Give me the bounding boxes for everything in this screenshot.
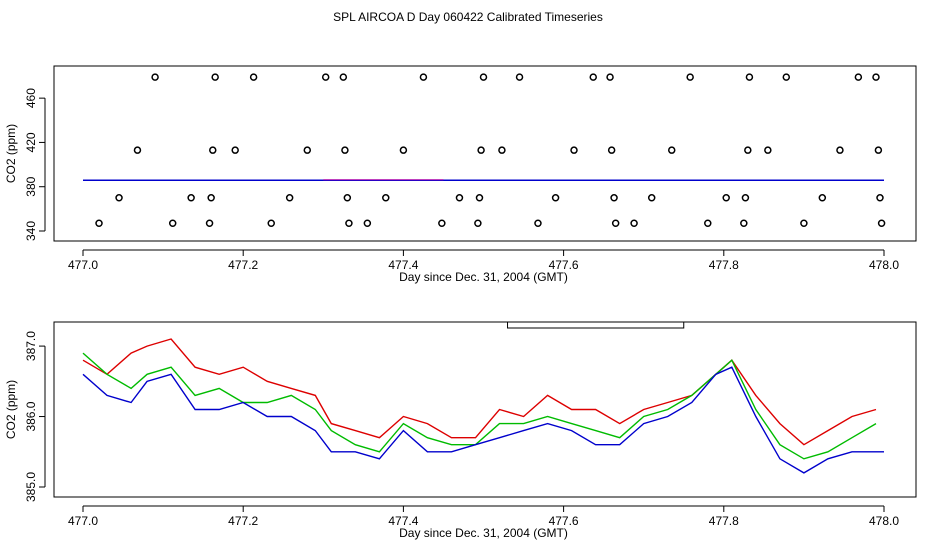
plot-frame xyxy=(53,321,917,498)
y-tick-label: 460 xyxy=(24,88,38,108)
y-tick-label: 420 xyxy=(24,132,38,152)
x-tick-label: 478.0 xyxy=(869,258,899,272)
top-panel: 477.0 477.2 477.4 477.6 477.8 478.0 Day since … xyxy=(4,65,917,284)
scatter-point xyxy=(345,219,353,227)
scatter-point xyxy=(133,146,142,154)
scatter-point xyxy=(382,194,390,202)
x-tick-label: 478.0 xyxy=(869,514,899,528)
scatter-point xyxy=(854,73,863,81)
x-axis-label: Day since Dec. 31, 2004 (GMT) xyxy=(399,270,568,284)
scatter-point xyxy=(187,194,195,202)
x-tick-label: 477.6 xyxy=(549,258,579,272)
scatter-point xyxy=(630,219,638,227)
x-tick-label: 477.2 xyxy=(228,514,258,528)
scatter-point xyxy=(647,194,656,202)
x-tick-label: 477.6 xyxy=(549,514,579,528)
scatter-point xyxy=(168,219,177,227)
scatter-point xyxy=(782,73,791,81)
scatter-point xyxy=(667,146,676,154)
scatter-point xyxy=(874,146,883,154)
scatter-point xyxy=(207,194,215,202)
plot-frame xyxy=(53,65,917,242)
scatter-point xyxy=(515,73,524,81)
series-line-3 xyxy=(82,366,884,474)
x-tick-label: 477.2 xyxy=(228,258,258,272)
scatter-point xyxy=(455,194,464,202)
scatter-point xyxy=(303,146,312,154)
scatter-point xyxy=(474,219,482,227)
scatter-point xyxy=(686,73,694,81)
scatter-point xyxy=(741,194,750,202)
scatter-point xyxy=(231,146,239,154)
scatter-point xyxy=(211,73,219,81)
x-tick-label: 477.4 xyxy=(388,514,418,528)
scatter-point xyxy=(740,219,748,227)
y-axis-label: CO2 (ppm) xyxy=(4,380,18,439)
scatter-point xyxy=(551,194,560,202)
scatter-point xyxy=(876,194,884,202)
y-axis-label: CO2 (ppm) xyxy=(4,124,18,183)
bottom-panel: 477.0 477.2 477.4 477.6 477.8 478.0 Day since … xyxy=(4,321,917,540)
y-tick-label: 340 xyxy=(24,221,38,241)
scatter-point xyxy=(343,194,352,202)
scatter-point xyxy=(151,73,159,81)
x-tick-label: 477.0 xyxy=(68,258,98,272)
scatter-point xyxy=(534,219,542,227)
x-axis-label: Day since Dec. 31, 2004 (GMT) xyxy=(399,526,568,540)
scatter-point xyxy=(745,73,754,81)
y-tick-label: 387.0 xyxy=(24,331,38,361)
y-tick-label: 385.0 xyxy=(24,472,38,502)
scatter-point xyxy=(249,73,258,81)
scatter-point xyxy=(419,73,428,81)
scatter-point xyxy=(704,219,712,227)
scatter-point xyxy=(399,146,408,154)
scatter-point xyxy=(607,146,616,154)
series-line-1 xyxy=(82,338,877,446)
scatter-point xyxy=(877,219,886,227)
scatter-point xyxy=(818,194,827,202)
x-tick-label: 477.8 xyxy=(709,258,739,272)
scatter-point xyxy=(267,219,275,227)
scatter-point xyxy=(722,194,730,202)
scatter-point xyxy=(285,194,294,202)
scatter-point xyxy=(836,146,844,154)
scatter-point xyxy=(570,146,578,154)
scatter-point xyxy=(475,194,484,202)
scatter-point xyxy=(479,73,488,81)
scatter-point xyxy=(764,146,772,154)
scatter-point xyxy=(606,73,614,81)
scatter-point xyxy=(800,219,808,227)
scatter-point xyxy=(209,146,217,154)
overlay-box xyxy=(507,321,685,329)
scatter-point xyxy=(95,219,103,227)
scatter-point xyxy=(744,146,752,154)
scatter-point xyxy=(341,146,349,154)
scatter-point xyxy=(438,219,446,227)
chart-title: SPL AIRCOA D Day 060422 Calibrated Times… xyxy=(333,10,603,24)
scatter-point xyxy=(498,146,506,154)
y-tick-label: 386.0 xyxy=(24,401,38,431)
x-tick-label: 477.8 xyxy=(709,514,739,528)
scatter-point xyxy=(589,73,597,81)
scatter-point xyxy=(363,219,372,227)
scatter-point xyxy=(339,73,348,81)
x-tick-label: 477.0 xyxy=(68,514,98,528)
scatter-point xyxy=(610,194,618,202)
x-tick-label: 477.4 xyxy=(388,258,418,272)
scatter-point xyxy=(477,146,485,154)
scatter-point xyxy=(205,219,214,227)
scatter-point xyxy=(321,73,330,81)
scatter-point xyxy=(115,194,123,202)
scatter-point xyxy=(611,219,620,227)
y-tick-label: 380 xyxy=(24,176,38,196)
scatter-point xyxy=(872,73,880,81)
